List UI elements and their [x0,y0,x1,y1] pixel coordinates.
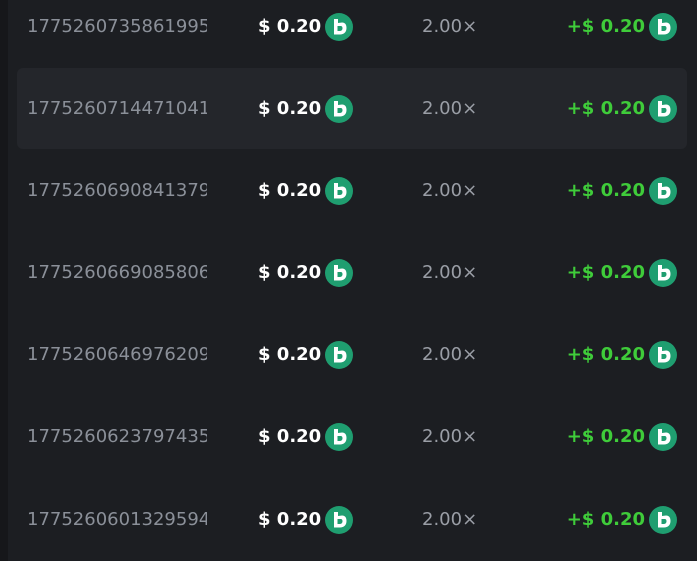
bet-row[interactable]: 1775260690841379 $ 0.20 2.00× +$ 0.20 [17,150,687,231]
multiplier: 2.00× [422,262,478,283]
bet-row[interactable]: 1775260646976209 $ 0.20 2.00× +$ 0.20 [17,314,687,395]
bet-id: 1775260714471041 [27,98,207,119]
bet-id: 1775260735861995 [27,16,207,37]
bet-row[interactable]: 1775260735861995 $ 0.20 2.00× +$ 0.20 [17,0,687,67]
bet-row[interactable]: 1775260601329594 $ 0.20 2.00× +$ 0.20 [17,479,687,560]
bet-amount: $ 0.20 [258,16,322,37]
bet-id-cell: 1775260623797435 [27,396,207,477]
bet-amount: $ 0.20 [258,426,322,447]
currency-icon [649,258,677,287]
payout-cell: +$ 0.20 [567,150,677,231]
multiplier-cell: 2.00× [422,150,477,231]
bet-amount-cell: $ 0.20 [258,232,354,313]
multiplier-cell: 2.00× [422,314,477,395]
currency-icon [649,505,677,534]
payout: +$ 0.20 [566,262,645,283]
payout-cell: +$ 0.20 [567,68,677,149]
multiplier-cell: 2.00× [422,68,477,149]
multiplier-cell: 2.00× [422,479,477,560]
currency-icon [325,12,354,41]
payout-cell: +$ 0.20 [567,0,677,67]
bet-amount-cell: $ 0.20 [258,0,354,67]
payout: +$ 0.20 [566,98,645,119]
bet-amount: $ 0.20 [258,344,322,365]
bet-id: 1775260601329594 [27,509,207,530]
sidebar-edge [0,0,8,561]
bet-id-cell: 1775260714471041 [27,68,207,149]
currency-icon [325,258,354,287]
currency-icon [325,340,354,369]
bet-amount-cell: $ 0.20 [258,314,354,395]
multiplier: 2.00× [422,180,478,201]
bet-id: 1775260690841379 [27,180,207,201]
bet-id-cell: 1775260669085806 [27,232,207,313]
currency-icon [649,422,677,451]
currency-icon [325,505,354,534]
currency-icon [325,422,354,451]
bet-amount-cell: $ 0.20 [258,68,354,149]
bet-amount-cell: $ 0.20 [258,396,354,477]
payout: +$ 0.20 [566,16,645,37]
currency-icon [649,12,677,41]
payout-cell: +$ 0.20 [567,479,677,560]
bet-id-cell: 1775260646976209 [27,314,207,395]
currency-icon [325,176,354,205]
bet-row[interactable]: 1775260623797435 $ 0.20 2.00× +$ 0.20 [17,396,687,477]
payout: +$ 0.20 [566,344,645,365]
currency-icon [649,176,677,205]
bet-row[interactable]: 1775260714471041 $ 0.20 2.00× +$ 0.20 [17,68,687,149]
multiplier-cell: 2.00× [422,0,477,67]
bet-amount: $ 0.20 [258,262,322,283]
payout: +$ 0.20 [566,509,645,530]
bet-id-cell: 1775260735861995 [27,0,207,67]
currency-icon [325,94,354,123]
multiplier-cell: 2.00× [422,232,477,313]
payout: +$ 0.20 [566,426,645,447]
bet-id: 1775260646976209 [27,344,207,365]
payout-cell: +$ 0.20 [567,396,677,477]
multiplier-cell: 2.00× [422,396,477,477]
currency-icon [649,94,677,123]
bet-id-cell: 1775260601329594 [27,479,207,560]
bet-amount: $ 0.20 [258,98,322,119]
payout-cell: +$ 0.20 [567,232,677,313]
bet-amount-cell: $ 0.20 [258,150,354,231]
bet-row[interactable]: 1775260669085806 $ 0.20 2.00× +$ 0.20 [17,232,687,313]
payout-cell: +$ 0.20 [567,314,677,395]
bet-id-cell: 1775260690841379 [27,150,207,231]
multiplier: 2.00× [422,426,478,447]
bet-amount: $ 0.20 [258,180,322,201]
multiplier: 2.00× [422,16,478,37]
bet-id: 1775260669085806 [27,262,207,283]
bet-amount: $ 0.20 [258,509,322,530]
multiplier: 2.00× [422,98,478,119]
payout: +$ 0.20 [566,180,645,201]
currency-icon [649,340,677,369]
bet-id: 1775260623797435 [27,426,207,447]
multiplier: 2.00× [422,509,478,530]
bet-amount-cell: $ 0.20 [258,479,354,560]
multiplier: 2.00× [422,344,478,365]
